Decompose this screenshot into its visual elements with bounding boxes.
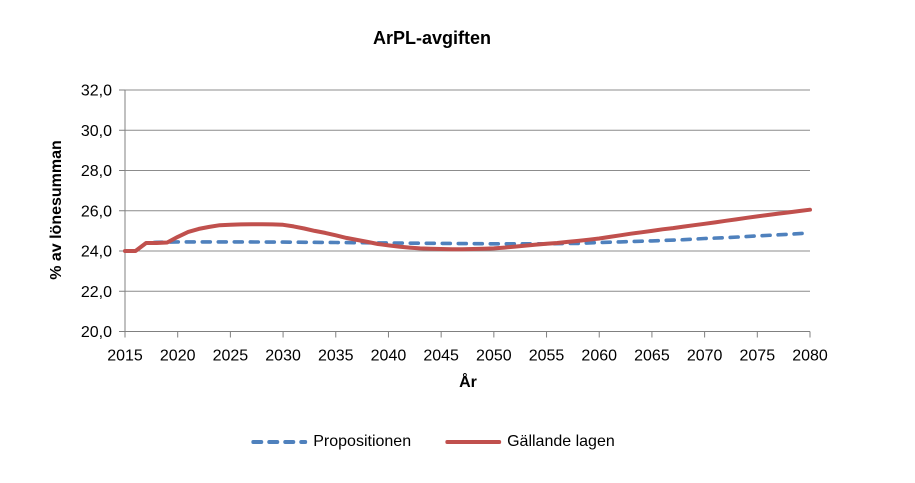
- x-tick-label: 2070: [687, 348, 723, 365]
- legend-solid-line-sample: [445, 440, 502, 444]
- x-tick-label: 2055: [529, 348, 565, 365]
- legend-label-propositionen: Propositionen: [313, 433, 412, 450]
- legend-dashed-line-sample: [251, 440, 308, 444]
- x-tick-label: 2030: [265, 348, 301, 365]
- x-tick-label: 2025: [213, 348, 249, 365]
- y-tick-label: 26,0: [81, 203, 112, 220]
- y-tick-label: 32,0: [81, 83, 112, 100]
- legend: Propositionen Gällande lagen: [251, 433, 615, 451]
- y-tick-label: 30,0: [81, 123, 112, 140]
- legend-label-gallande-lagen: Gällande lagen: [507, 433, 615, 450]
- x-tick-label: 2015: [107, 348, 143, 365]
- x-tick-label: 2065: [634, 348, 670, 365]
- x-axis-title: År: [459, 374, 477, 391]
- y-tick-label: 28,0: [81, 163, 112, 180]
- series-line-gallande-lagen: [123, 207, 812, 253]
- x-tick-label: 2050: [476, 348, 512, 365]
- x-tick-label: 2020: [160, 348, 196, 365]
- x-tick-label: 2040: [371, 348, 407, 365]
- y-tick-label: 24,0: [81, 244, 112, 261]
- x-tick-label: 2035: [318, 348, 354, 365]
- x-tick-label: 2080: [792, 348, 828, 365]
- legend-item-propositionen: Propositionen: [251, 433, 411, 451]
- x-tick-label: 2045: [423, 348, 459, 365]
- x-tick-label: 2060: [581, 348, 617, 365]
- legend-item-gallande-lagen: Gällande lagen: [445, 433, 615, 451]
- x-tick-label: 2075: [740, 348, 776, 365]
- series-line-propositionen: [123, 231, 812, 253]
- y-tick-label: 22,0: [81, 284, 112, 301]
- chart-title: ArPL-avgiften: [372, 28, 492, 48]
- y-tick-label: 20,0: [81, 324, 112, 341]
